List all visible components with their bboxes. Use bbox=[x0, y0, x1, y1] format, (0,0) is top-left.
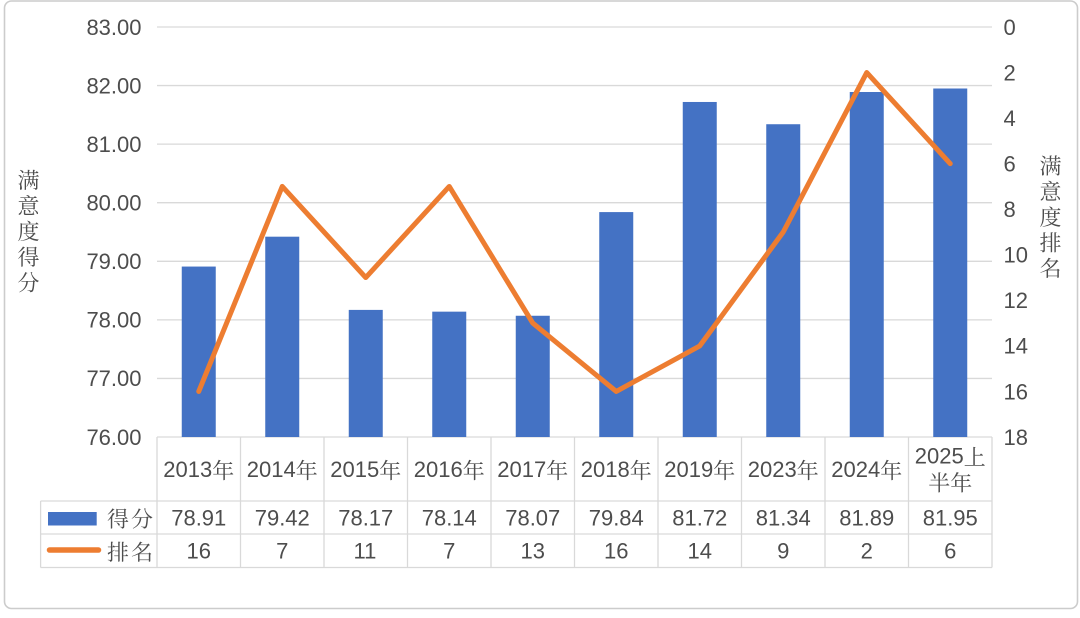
svg-text:2: 2 bbox=[861, 539, 873, 564]
svg-text:16: 16 bbox=[1004, 379, 1028, 404]
svg-text:2025: 2025 bbox=[915, 444, 964, 469]
svg-text:81.34: 81.34 bbox=[756, 505, 811, 530]
svg-text:7: 7 bbox=[276, 539, 288, 564]
svg-text:0: 0 bbox=[1004, 15, 1016, 40]
svg-text:78.91: 78.91 bbox=[171, 505, 226, 530]
svg-text:14: 14 bbox=[688, 539, 712, 564]
svg-text:16: 16 bbox=[604, 539, 628, 564]
svg-text:80.00: 80.00 bbox=[86, 191, 141, 216]
svg-text:2019: 2019 bbox=[664, 457, 713, 482]
svg-text:11: 11 bbox=[354, 539, 377, 564]
svg-text:12: 12 bbox=[1004, 288, 1028, 313]
svg-text:2014: 2014 bbox=[247, 457, 296, 482]
svg-text:2018: 2018 bbox=[581, 457, 630, 482]
svg-text:13: 13 bbox=[521, 539, 545, 564]
svg-text:76.00: 76.00 bbox=[86, 425, 141, 450]
svg-text:81.95: 81.95 bbox=[923, 505, 978, 530]
svg-text:79.42: 79.42 bbox=[255, 505, 310, 530]
svg-text:9: 9 bbox=[777, 539, 789, 564]
svg-text:79.84: 79.84 bbox=[589, 505, 644, 530]
svg-text:7: 7 bbox=[443, 539, 455, 564]
svg-text:2: 2 bbox=[1004, 60, 1016, 85]
svg-text:2013: 2013 bbox=[163, 457, 212, 482]
svg-text:6: 6 bbox=[1004, 151, 1016, 176]
svg-text:2024: 2024 bbox=[831, 457, 880, 482]
svg-text:8: 8 bbox=[1004, 197, 1016, 222]
svg-text:78.17: 78.17 bbox=[338, 505, 393, 530]
svg-text:4: 4 bbox=[1004, 106, 1016, 131]
svg-text:78.07: 78.07 bbox=[505, 505, 560, 530]
svg-text:2016: 2016 bbox=[414, 457, 463, 482]
svg-text:78.00: 78.00 bbox=[86, 308, 141, 333]
svg-text:10: 10 bbox=[1004, 243, 1028, 268]
svg-text:2023: 2023 bbox=[748, 457, 797, 482]
svg-text:18: 18 bbox=[1004, 425, 1028, 450]
svg-text:77.00: 77.00 bbox=[86, 366, 141, 391]
svg-text:2015: 2015 bbox=[330, 457, 379, 482]
svg-text:6: 6 bbox=[944, 539, 956, 564]
svg-text:83.00: 83.00 bbox=[86, 15, 141, 40]
svg-text:79.00: 79.00 bbox=[86, 249, 141, 274]
svg-text:14: 14 bbox=[1004, 334, 1028, 359]
svg-text:81.72: 81.72 bbox=[672, 505, 727, 530]
svg-text:16: 16 bbox=[187, 539, 211, 564]
svg-text:78.14: 78.14 bbox=[422, 505, 477, 530]
svg-text:81.89: 81.89 bbox=[839, 505, 894, 530]
svg-text:82.00: 82.00 bbox=[86, 73, 141, 98]
svg-text:2017: 2017 bbox=[497, 457, 546, 482]
svg-text:81.00: 81.00 bbox=[86, 132, 141, 157]
